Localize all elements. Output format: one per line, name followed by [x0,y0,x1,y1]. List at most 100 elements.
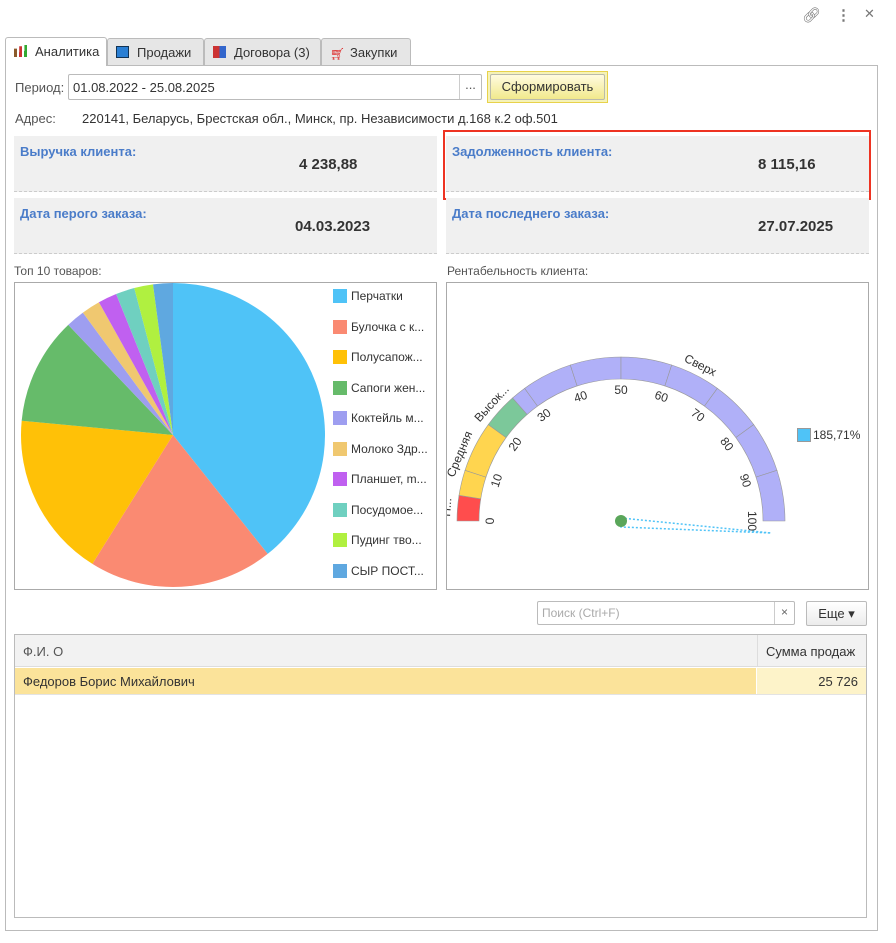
cart-icon: 🛒︎ [330,47,346,61]
legend-item: Перчатки [333,289,403,303]
legend-item: Полусапож... [333,350,423,364]
legend-label: Планшет, m... [351,472,427,486]
more-button[interactable]: Еще ▾ [806,601,867,626]
pie-slice [82,302,173,435]
period-label: Период: [15,80,65,95]
table-row[interactable]: Федоров Борис Михайлович 25 726 [15,668,866,695]
legend-label: Полусапож... [351,350,423,364]
legend-swatch [333,380,347,395]
form-button-label: Сформировать [490,74,605,100]
gauge-tick-label: 10 [488,472,506,489]
debt-card: Задолженность клиента: 8 115,16 [446,136,869,192]
gauge-tick-label: 40 [572,388,589,406]
top10-chart: Перчатки Булочка с к... Полусапож... Сапоги… [14,282,437,590]
revenue-label: Выручка клиента: [20,144,137,159]
debt-value: 8 115,16 [758,156,816,173]
legend-swatch [797,428,811,442]
pie-slice [153,283,173,435]
tab-label: Закупки [350,45,398,60]
pie-slice [21,420,173,564]
legend-swatch [333,441,347,456]
legend-label: Перчатки [351,289,403,303]
revenue-value: 4 238,88 [299,156,358,173]
legend-label: Сапоги жен... [351,380,426,395]
tab-label: Договора (3) [234,45,310,60]
sales-table: Ф.И. О Сумма продаж Федоров Борис Михайл… [14,634,867,918]
legend-swatch [333,411,347,425]
pie-slice [21,324,174,435]
period-value: 01.08.2022 - 25.08.2025 [73,80,215,95]
period-field[interactable]: 01.08.2022 - 25.08.2025 ... [68,74,482,100]
profit-chart: 0 10 20 30 40 50 60 70 80 90 100 Н... Средняя Высок..… [446,282,869,590]
gauge-value-label: 185,71% [813,428,861,442]
revenue-card: Выручка клиента: 4 238,88 [14,136,437,192]
top10-title: Топ 10 товаров: [14,264,102,278]
legend-swatch [333,350,347,364]
pie-slice [92,435,268,587]
more-vertical-icon[interactable]: ⋮ [836,7,851,24]
search-placeholder: Поиск (Ctrl+F) [542,606,620,620]
gauge-tick-label: 90 [737,472,755,489]
legend-swatch [333,533,347,547]
gauge-tick-label: 100 [745,511,759,531]
tab-analytics[interactable]: Аналитика [5,37,107,66]
document-icon [116,46,129,58]
legend-item: Булочка с к... [333,319,425,334]
legend-label: Посудомое... [351,502,424,517]
gauge-tick-label: 50 [614,383,628,397]
gauge-tick-label: 70 [688,406,707,425]
last-order-card: Дата последнего заказа: 27.07.2025 [446,198,869,254]
legend-label: Пудинг тво... [351,533,422,547]
profit-title: Рентабельность клиента: [447,264,589,278]
legend-swatch [333,319,347,334]
search-input[interactable]: Поиск (Ctrl+F) × [537,601,795,625]
close-icon[interactable]: ✕ [864,6,875,21]
pie-slice [173,283,325,554]
chart-icon [14,45,27,57]
last-order-value: 27.07.2025 [758,218,834,235]
pie-chart [21,283,325,587]
form-button[interactable]: Сформировать [487,71,608,103]
gauge-band-segment [569,356,622,387]
tab-contracts[interactable]: Договора (3) [204,38,321,65]
debt-label: Задолженность клиента: [452,144,613,159]
tab-purchases[interactable]: 🛒︎ Закупки [321,38,411,65]
tab-label: Аналитика [35,44,100,59]
gauge-band-label: Н... [447,497,454,517]
legend-swatch [333,563,347,578]
search-clear-button[interactable]: × [774,602,794,624]
first-order-card: Дата перого заказа: 04.03.2023 [14,198,437,254]
legend-swatch [333,472,347,486]
legend-item: СЫР ПОСТ... [333,563,424,578]
first-order-value: 04.03.2023 [295,218,371,235]
link-icon[interactable]: 🔗︎ [802,7,822,24]
analytics-panel: Период: 01.08.2022 - 25.08.2025 ... Сфор… [5,65,878,931]
legend-label: Молоко Здр... [351,441,428,456]
column-sales-sum[interactable]: Сумма продаж [757,635,863,667]
legend-item: Посудомое... [333,502,424,517]
legend-label: Булочка с к... [351,319,425,334]
gauge-band-segment [755,469,786,522]
address-value: 220141, Беларусь, Брестская обл., Минск,… [82,111,558,126]
highlight-frame [443,130,871,200]
gauge-tick-label: 60 [653,388,670,406]
gauge-tick-label: 80 [717,435,736,454]
legend-swatch [333,289,347,303]
legend-label: СЫР ПОСТ... [351,563,424,578]
period-select-button[interactable]: ... [459,75,481,99]
pie-slice [98,294,173,435]
legend-item: Коктейль м... [333,411,424,425]
books-icon [213,46,226,58]
pie-slice [116,288,173,435]
legend-item: Сапоги жен... [333,380,426,395]
legend-label: Коктейль м... [351,411,424,425]
tab-sales[interactable]: Продажи [107,38,204,65]
column-fio[interactable]: Ф.И. О [23,644,64,659]
pie-slice [68,312,173,435]
address-label: Адрес: [15,111,56,126]
gauge-legend: 185,71% [797,428,860,442]
first-order-label: Дата перого заказа: [20,206,147,221]
cell-fio: Федоров Борис Михайлович [15,668,756,694]
gauge-band-segment [620,356,673,387]
